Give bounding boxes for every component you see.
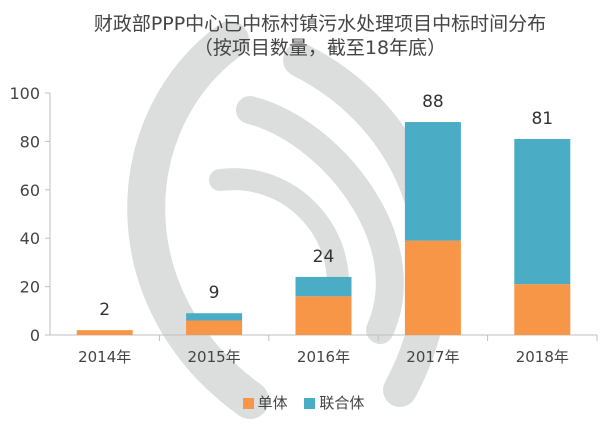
title-text: 财政部PPP中心已中标村镇污水处理项目中标时间分布 [93,13,547,35]
y-tick-label: 0 [30,326,40,345]
x-tick-label: 2018年 [516,348,569,366]
x-tick-label: 2016年 [297,348,350,366]
data-label: 24 [313,247,335,267]
y-tick-label: 100 [9,84,40,103]
bar-segment [295,296,352,335]
x-tick-label: 2014年 [78,348,131,366]
legend-swatch [304,398,316,409]
y-tick-label: 20 [20,278,40,297]
subtitle-text: （按项目数量，截至18年底） [193,37,447,59]
data-label: 81 [531,109,553,129]
chart-title: 财政部PPP中心已中标村镇污水处理项目中标时间分布 （按项目数量，截至18年底） [60,12,580,60]
legend-label: 单体 [257,394,288,412]
x-tick-label: 2017年 [406,348,459,366]
bar-segment [295,276,352,297]
data-label: 2 [99,300,110,320]
bar-segment [514,284,571,335]
watermark [127,21,449,419]
legend-item-joint: 联合体 [304,394,364,412]
legend-item-single: 单体 [242,394,288,412]
bar-segment [514,138,571,285]
bar-segment [186,313,243,321]
y-tick-label: 80 [20,132,40,151]
legend: 单体 联合体 [0,392,607,413]
data-label: 88 [422,92,444,112]
y-tick-label: 40 [20,229,40,248]
data-label: 9 [209,283,220,303]
x-tick-label: 2015年 [188,348,241,366]
bar-segment [404,240,461,335]
legend-label: 联合体 [319,394,365,412]
bar-segment [76,330,133,335]
bar-segment [404,122,461,241]
legend-swatch [242,398,254,409]
y-tick-label: 60 [20,181,40,200]
bar-segment [186,320,243,335]
